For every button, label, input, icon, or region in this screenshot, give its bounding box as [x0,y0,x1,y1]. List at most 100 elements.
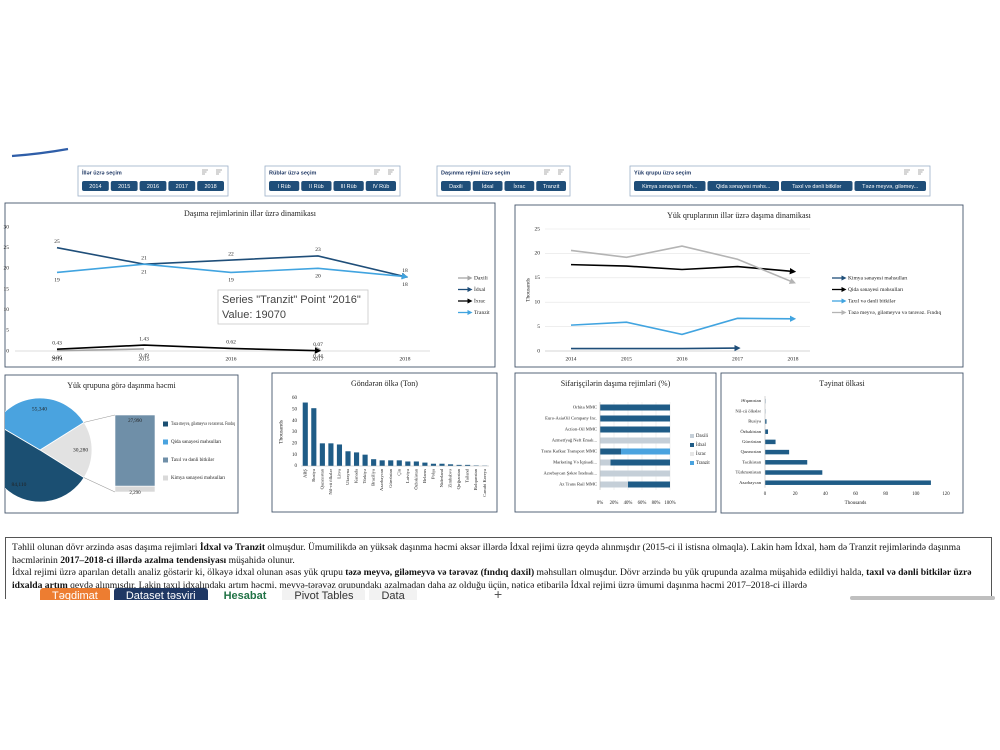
x-tick-label: 100 [912,492,920,497]
slicer-button[interactable] [82,181,109,191]
y-tick-label: Nil-cü ölkələr [735,408,761,413]
slicer-button[interactable] [139,181,167,191]
y-tick-label: 10 [535,299,541,305]
y-tick-label: Orbita MMC [573,405,597,410]
x-tick-label: Ukrayna [345,469,350,485]
y-tick-label: Action-Oil MMC [565,427,597,432]
series-line [56,344,322,354]
slicer-button[interactable] [781,181,853,191]
series-line [570,245,796,284]
x-tick-label: 2016 [226,356,237,362]
chart-title: Təyinat ölkəsi [819,379,865,388]
text-run: Təhlil olunan dövr ərzində əsas daşıma r… [12,542,200,553]
scrollbar[interactable] [850,596,995,600]
slicer-button[interactable] [536,181,566,191]
x-tick-label: ABŞ [302,469,307,478]
y-tick-label: 40 [292,419,298,424]
pie-slice [5,397,85,451]
slicer-button[interactable] [472,181,503,191]
sheet-tab[interactable]: Pivot Tables [282,588,366,600]
slicer-button[interactable] [707,181,780,191]
chart: Göndərən ölkə (Ton) 0 10 20 30 40 50 60 Thousand… [271,372,498,513]
bar [328,443,334,466]
chart: Sifarişçilərin daşıma rejimləri (%) 0% 20%… [514,372,717,513]
slicer-button[interactable] [634,181,706,191]
bar [362,454,368,466]
text-run: müşahidə olunur. [226,554,295,566]
y-tick-label: Az Trans Rail MMC [559,482,597,487]
slicer-button-label: I Rüb [278,184,291,190]
bar [388,460,394,466]
sheet-tab[interactable]: Data [369,588,417,600]
slicer-button-label: Təzə meyvə, giləmey... [862,184,919,190]
y-tick-label: Euro-AsiaOil Company Inc. [545,416,597,421]
y-tick-label: 25 [4,245,10,251]
y-tick-label: 30 [4,224,10,230]
bar [353,452,360,466]
y-tick-label: 20 [4,266,10,272]
sheet-tab[interactable]: Hesabat [211,588,279,600]
sheet-tab[interactable]: Təqdimat [40,588,110,600]
chart-title: Göndərən ölkə (Ton) [351,379,418,388]
y-tick-label: 10 [292,453,298,458]
add-sheet[interactable]: + [494,588,503,600]
slicer-button[interactable] [110,181,138,191]
legend-swatch [163,439,168,445]
data-label: 2,290 [129,491,141,496]
slicer-button[interactable] [441,181,471,191]
sheet-tab[interactable]: Dataset təsviri [113,588,208,600]
slicer-button[interactable] [168,181,196,191]
slicer-button[interactable] [854,181,927,191]
x-tick-label: 2017 [732,356,743,362]
y-tick-label: Azmetfyağ Neft Emalı... [552,438,597,443]
bar [765,480,931,485]
x-tick-label: Qırğızıstan [456,468,461,489]
slicer-button-label: 2018 [204,184,216,190]
slicer: İllər üzrə seçim 2014 2015 2016 2017 2018 [77,165,229,197]
chart: Yük qruplarının illər üzrə daşıma dinami… [514,204,964,368]
pie-slice [5,428,85,503]
x-tick-label: 80 [883,492,888,497]
x-tick-label: Gürcüstan [388,468,393,488]
slicer-button[interactable] [197,181,224,191]
slicer: Daşınma rejimi üzrə seçim Daxili İdxal İxra… [436,165,571,197]
x-tick-label: Braziliya [371,469,376,486]
slicer-button[interactable] [301,181,332,191]
bar [319,443,325,466]
text-run: olmuşdur. Ümumilikdə ən yüksək daşınma h… [12,542,961,566]
pie-slice [39,421,93,479]
bar-segment [600,426,670,433]
legend-label: Qida sənayesi məhsulları [171,440,222,445]
data-label: 0.44 [313,353,323,359]
slicer-button[interactable] [333,181,364,191]
y-tick-label: 50 [292,407,298,412]
slicer-button[interactable] [504,181,535,191]
legend-label: Kimya sənayesi məhsulları [848,275,908,281]
y-tick-label: 30 [292,430,298,435]
commentary: Təhlil olunan dövr ərzində əsas daşıma r… [5,537,992,599]
chart-frame [720,372,964,514]
x-tick-label: Litva [337,469,342,479]
bar-segment [600,470,670,477]
chart: Təyinat ölkəsi 0 20 40 60 80 100 120 Thousands Əf… [720,372,964,514]
chart-title: Sifarişçilərin daşıma rejimləri (%) [561,379,671,388]
bar [345,451,351,466]
slicer-button-label: Taxıl və dənli bitkilər [792,184,841,190]
y-tick-label: Özbəkistan [740,429,761,434]
slicer-button-label: İxrac [513,183,525,190]
x-tick-label: 2015 [139,356,150,362]
x-tick-label: 80% [652,501,661,506]
x-tick-label: 2015 [621,356,632,362]
chart: Yük qrupuna görə daşınma həcmi 30,280 84,1… [4,374,239,514]
logo [11,147,69,158]
slicer-button[interactable] [365,181,396,191]
text-run: təzə meyvə, giləmeyvə və tərəvəz (fındıq… [345,567,535,578]
slicer-button[interactable] [269,181,300,191]
data-label: 27,990 [128,419,142,424]
x-tick-label: Tailand [465,468,470,482]
bar [765,460,808,465]
x-tick-label: Latviya [405,469,410,483]
y-tick-label: 0 [6,348,9,354]
x-tick-label: 120 [942,492,950,497]
chart: Daşıma rejimlərinin illər üzrə dinamikas… [4,203,496,367]
